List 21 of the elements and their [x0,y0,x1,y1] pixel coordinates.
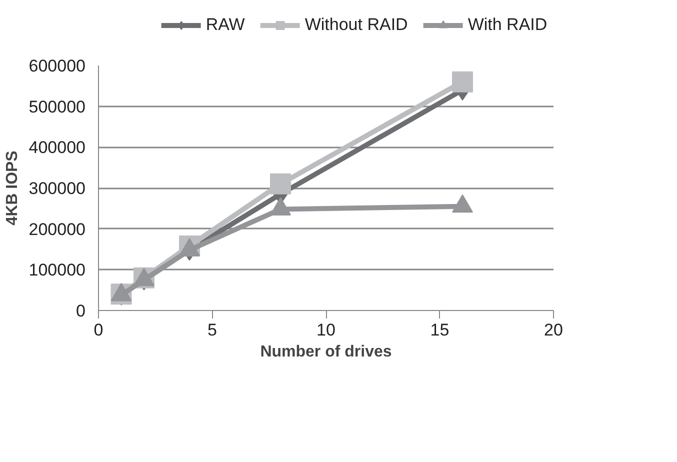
point [110,282,132,302]
y-tick-label: 100000 [28,260,86,280]
x-tick-label: 20 [544,320,563,340]
x-axis-title: Number of drives [260,344,392,360]
x-tick-label: 10 [316,320,336,340]
y-tick-label: 500000 [28,97,86,116]
point [452,71,473,92]
legend-label: With RAID [468,15,548,35]
y-tick-label: 200000 [28,220,86,239]
legend-label: RAW [206,15,245,35]
y-tick-label: 0 [76,302,86,320]
y-tick-label: 600000 [28,56,86,76]
point [270,173,291,194]
y-tick-label: 300000 [28,179,86,198]
legend-label: Without RAID [304,15,408,35]
x-tick-label: 15 [430,320,450,340]
y-tick-label: 400000 [28,138,86,158]
y-axis-title: 4KB IOPS [4,150,21,226]
x-tick-label: 0 [94,320,104,340]
point [452,194,473,213]
x-tick-label: 5 [208,320,217,340]
